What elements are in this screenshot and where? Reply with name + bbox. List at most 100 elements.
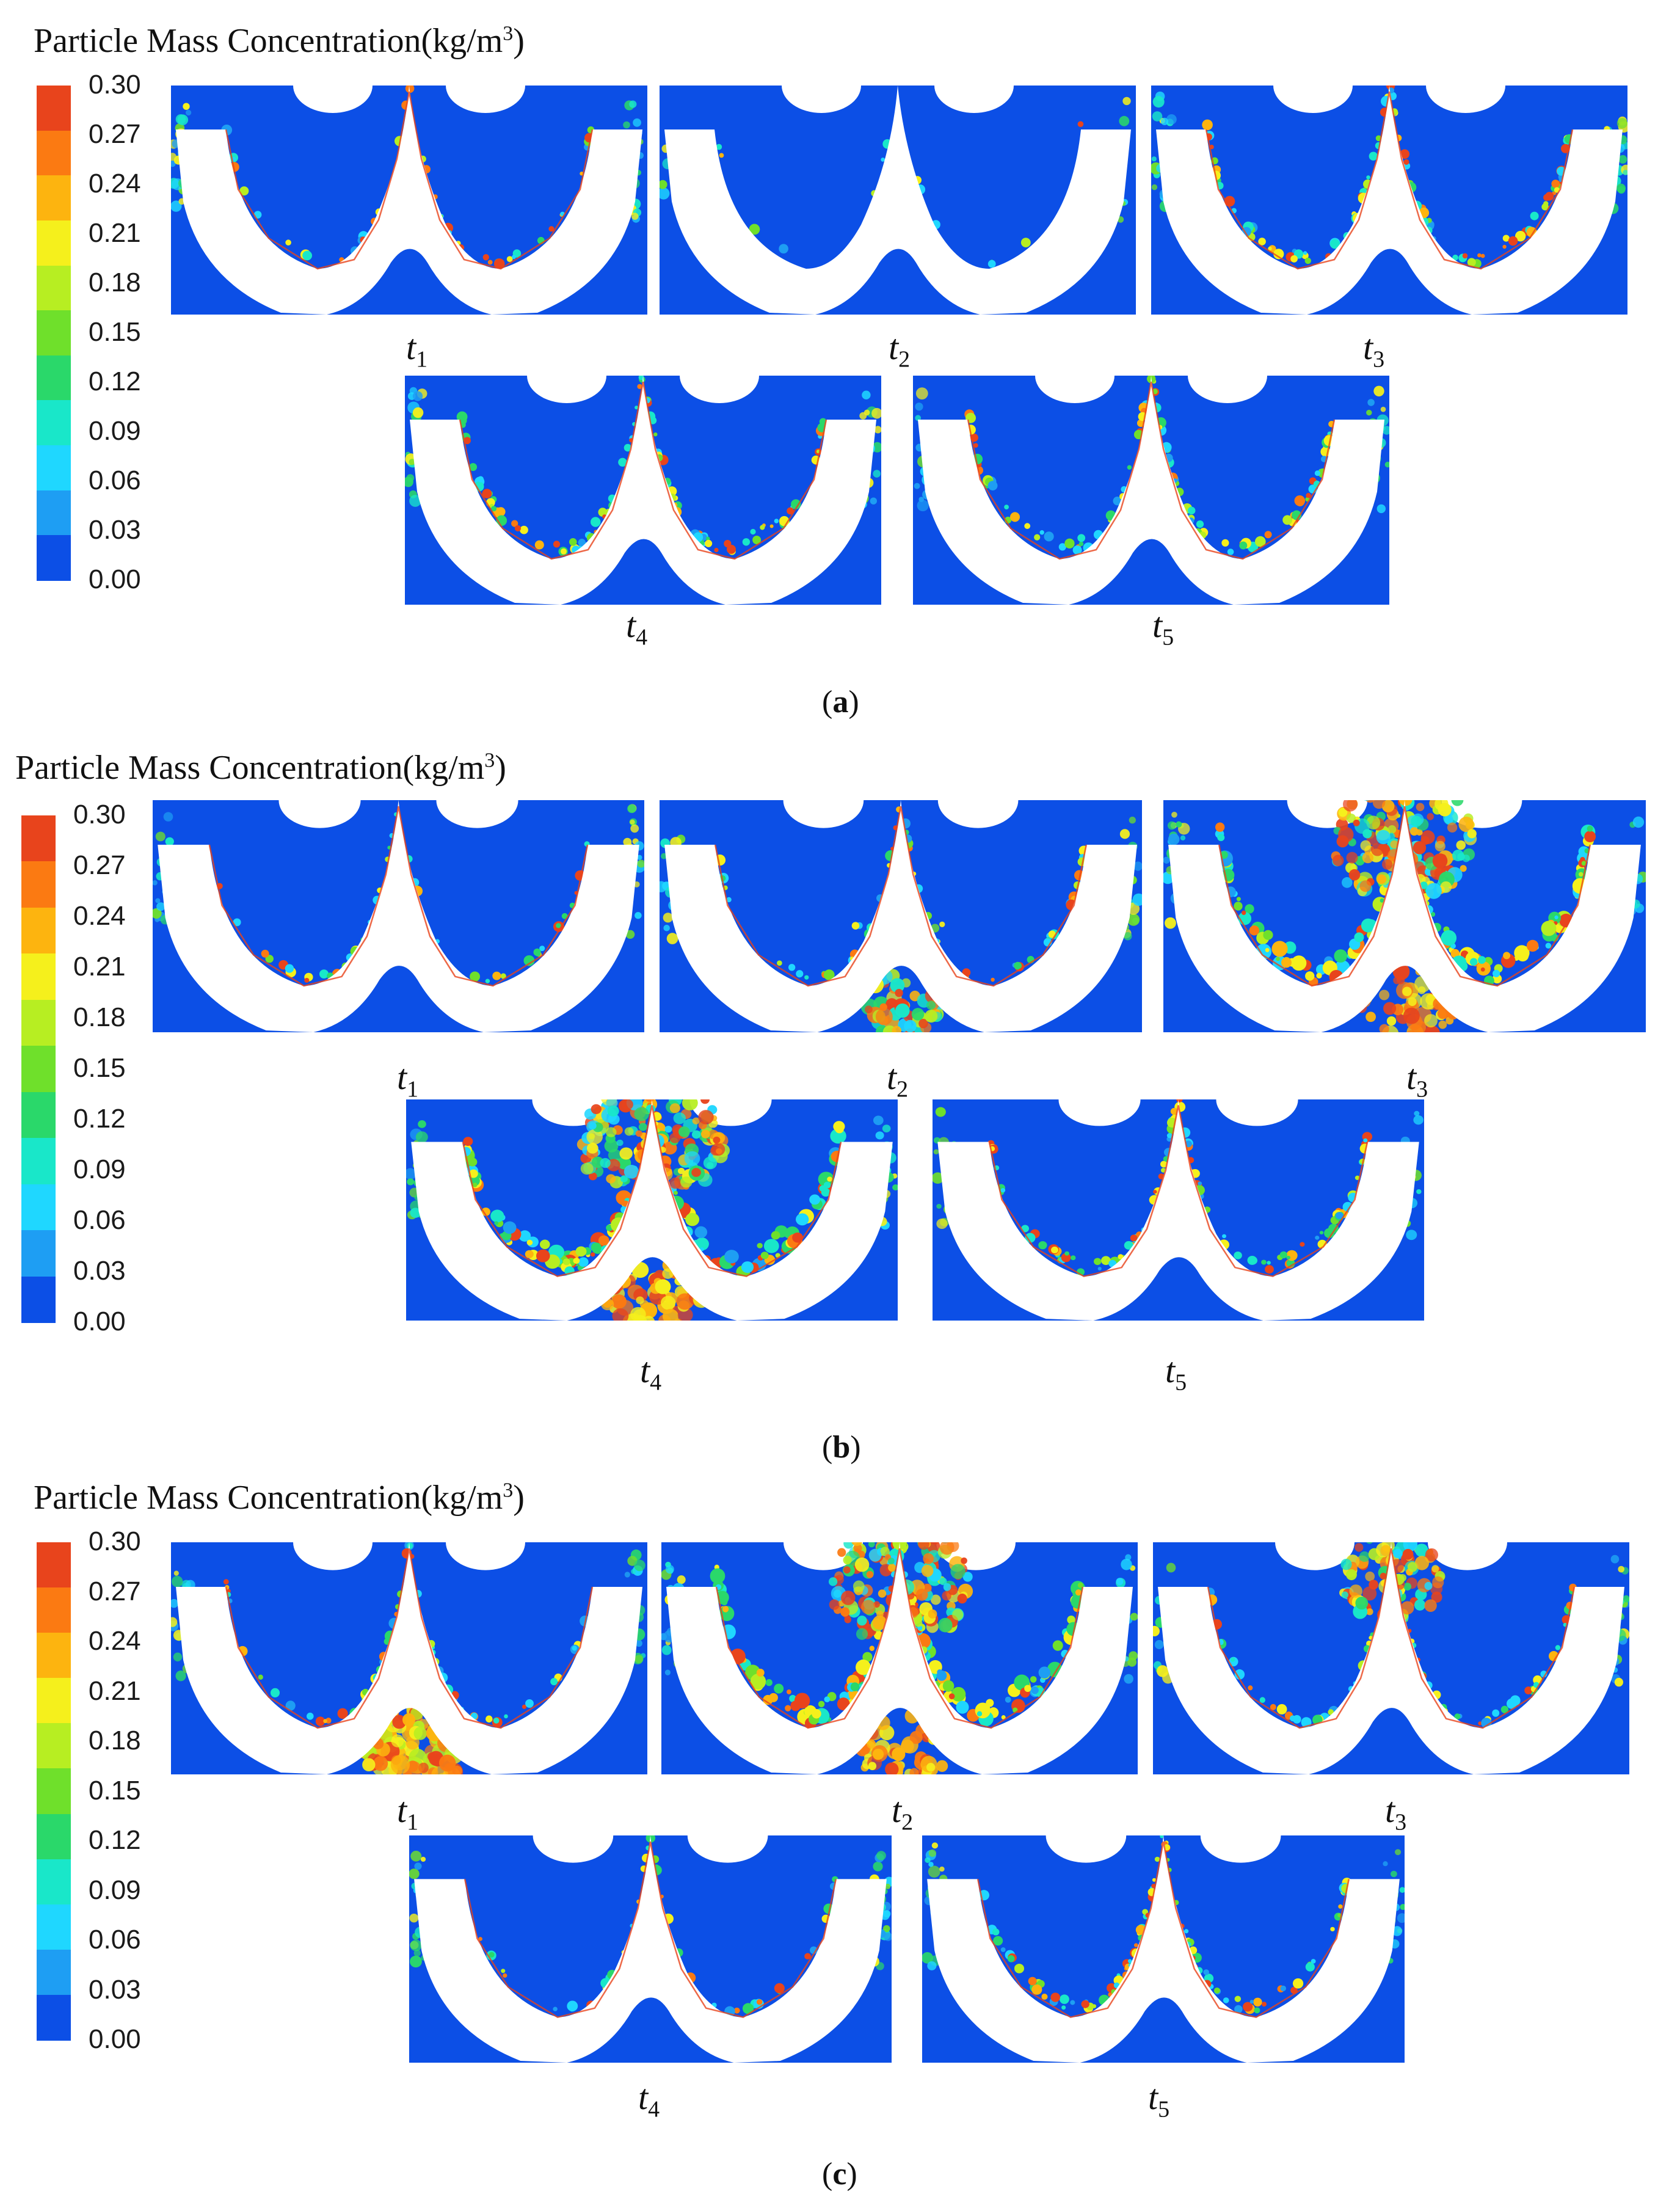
legend-title-close: ) [513, 22, 525, 60]
time-label-base: t [638, 2077, 649, 2117]
color-bar-tick-label: 0.27 [73, 850, 126, 880]
color-bar-cell [37, 1859, 71, 1905]
concentration-contour-plot [153, 800, 644, 1032]
color-bar-tick-label: 0.18 [89, 1726, 141, 1755]
time-label-sub: 4 [648, 2096, 660, 2123]
time-label: t1 [397, 1057, 418, 1103]
time-label: t5 [1165, 1350, 1187, 1396]
color-bar-cell [21, 861, 56, 908]
color-bar-tick-label: 0.09 [73, 1154, 126, 1184]
legend-title-text: Particle Mass Concentration(kg/m [15, 749, 485, 787]
concentration-contour-plot [661, 1542, 1138, 1774]
color-bar-tick-label: 0.27 [89, 1576, 141, 1606]
concentration-contour-plot [660, 86, 1136, 315]
panel-caption: (c) [822, 2156, 857, 2192]
color-bar-tick-label: 0.21 [73, 952, 126, 982]
time-label-base: t [889, 327, 899, 367]
legend-title-text: Particle Mass Concentration(kg/m [34, 1479, 503, 1517]
color-bar-cell [21, 1092, 56, 1139]
caption-open-paren: ( [822, 1430, 833, 1465]
color-bar-tick-label: 0.30 [89, 1526, 141, 1556]
time-label-base: t [1363, 327, 1373, 367]
legend-title-sup: 3 [503, 22, 514, 45]
color-bar-cell [37, 1994, 71, 2041]
color-bar-cell [21, 1230, 56, 1277]
time-label-sub: 1 [407, 1809, 419, 1835]
time-label-sub: 2 [901, 1809, 914, 1835]
concentration-contour-plot [1163, 800, 1646, 1032]
color-bar-tick-label: 0.15 [73, 1053, 126, 1083]
color-bar-tick-label: 0.15 [89, 1775, 141, 1806]
color-bar-cell [37, 1768, 71, 1815]
color-bar-tick-label: 0.09 [89, 416, 141, 446]
time-label-sub: 2 [896, 1076, 909, 1102]
color-bar-tick-label: 0.06 [89, 1925, 141, 1955]
color-bar [21, 815, 56, 1323]
concentration-contour-plot [660, 800, 1142, 1032]
color-bar-cell [21, 1138, 56, 1185]
color-bar-cell [21, 1184, 56, 1231]
color-bar-cell [21, 815, 56, 862]
color-bar-cell [37, 220, 71, 266]
color-bar-tick-label: 0.18 [73, 1002, 126, 1032]
color-bar-cell [37, 86, 71, 131]
color-bar-tick-label: 0.12 [73, 1104, 126, 1134]
color-bar-tick-label: 0.06 [89, 465, 141, 495]
time-label-sub: 3 [1373, 346, 1385, 373]
color-bar-cell [21, 1046, 56, 1093]
time-label-base: t [1385, 1790, 1395, 1830]
time-label-sub: 3 [1395, 1809, 1407, 1835]
time-label: t3 [1363, 327, 1384, 373]
legend-title-close: ) [513, 1479, 525, 1517]
legend-title: Particle Mass Concentration(kg/m3) [15, 748, 506, 787]
time-label-sub: 5 [1162, 624, 1174, 651]
legend-title-sup: 3 [503, 1479, 514, 1502]
time-label-sub: 1 [416, 346, 428, 373]
color-bar-tick-label: 0.12 [89, 366, 141, 396]
color-bar-cell [37, 355, 71, 401]
time-label: t4 [638, 2077, 660, 2123]
color-bar-cell [37, 400, 71, 446]
color-bar-cell [37, 1813, 71, 1860]
color-bar [37, 86, 71, 581]
time-label-sub: 5 [1158, 2096, 1170, 2123]
time-label: t2 [892, 1790, 913, 1836]
concentration-contour-plot [933, 1099, 1424, 1321]
time-label-base: t [626, 605, 636, 645]
time-label-sub: 4 [650, 1369, 662, 1396]
time-label: t3 [1385, 1790, 1406, 1836]
concentration-contour-plot [922, 1835, 1405, 2063]
color-bar-tick-label: 0.15 [89, 317, 141, 347]
caption-open-paren: ( [822, 685, 833, 720]
time-label: t1 [406, 327, 427, 373]
color-bar-cell [37, 535, 71, 581]
time-label-base: t [640, 1350, 650, 1390]
color-bar-tick-label: 0.03 [89, 1974, 141, 2005]
caption-close-paren: ) [848, 685, 859, 720]
color-bar-tick-label: 0.12 [89, 1825, 141, 1855]
time-label-sub: 5 [1175, 1369, 1187, 1396]
time-label-base: t [397, 1790, 407, 1830]
caption-letter: b [832, 1430, 851, 1465]
color-bar-tick-label: 0.00 [73, 1307, 126, 1336]
time-label: t4 [640, 1350, 661, 1396]
concentration-contour-plot [171, 1542, 647, 1774]
time-label-base: t [1165, 1350, 1176, 1390]
color-bar-cell [37, 1633, 71, 1679]
time-label: t1 [397, 1790, 418, 1836]
time-label-sub: 3 [1416, 1076, 1428, 1102]
legend-title-sup: 3 [484, 749, 495, 772]
color-bar-cell [37, 130, 71, 177]
color-bar-tick-label: 0.03 [73, 1256, 126, 1286]
concentration-contour-plot [1151, 86, 1627, 315]
time-label: t2 [887, 1057, 908, 1103]
time-label-base: t [406, 327, 416, 367]
time-label-base: t [892, 1790, 902, 1830]
time-label: t4 [626, 605, 647, 651]
time-label: t5 [1148, 2077, 1169, 2123]
color-bar-cell [37, 1542, 71, 1589]
concentration-contour-plot [406, 1099, 898, 1321]
color-bar-tick-label: 0.30 [89, 70, 141, 100]
caption-open-paren: ( [822, 2157, 833, 2192]
color-bar-tick-label: 0.21 [89, 218, 141, 248]
